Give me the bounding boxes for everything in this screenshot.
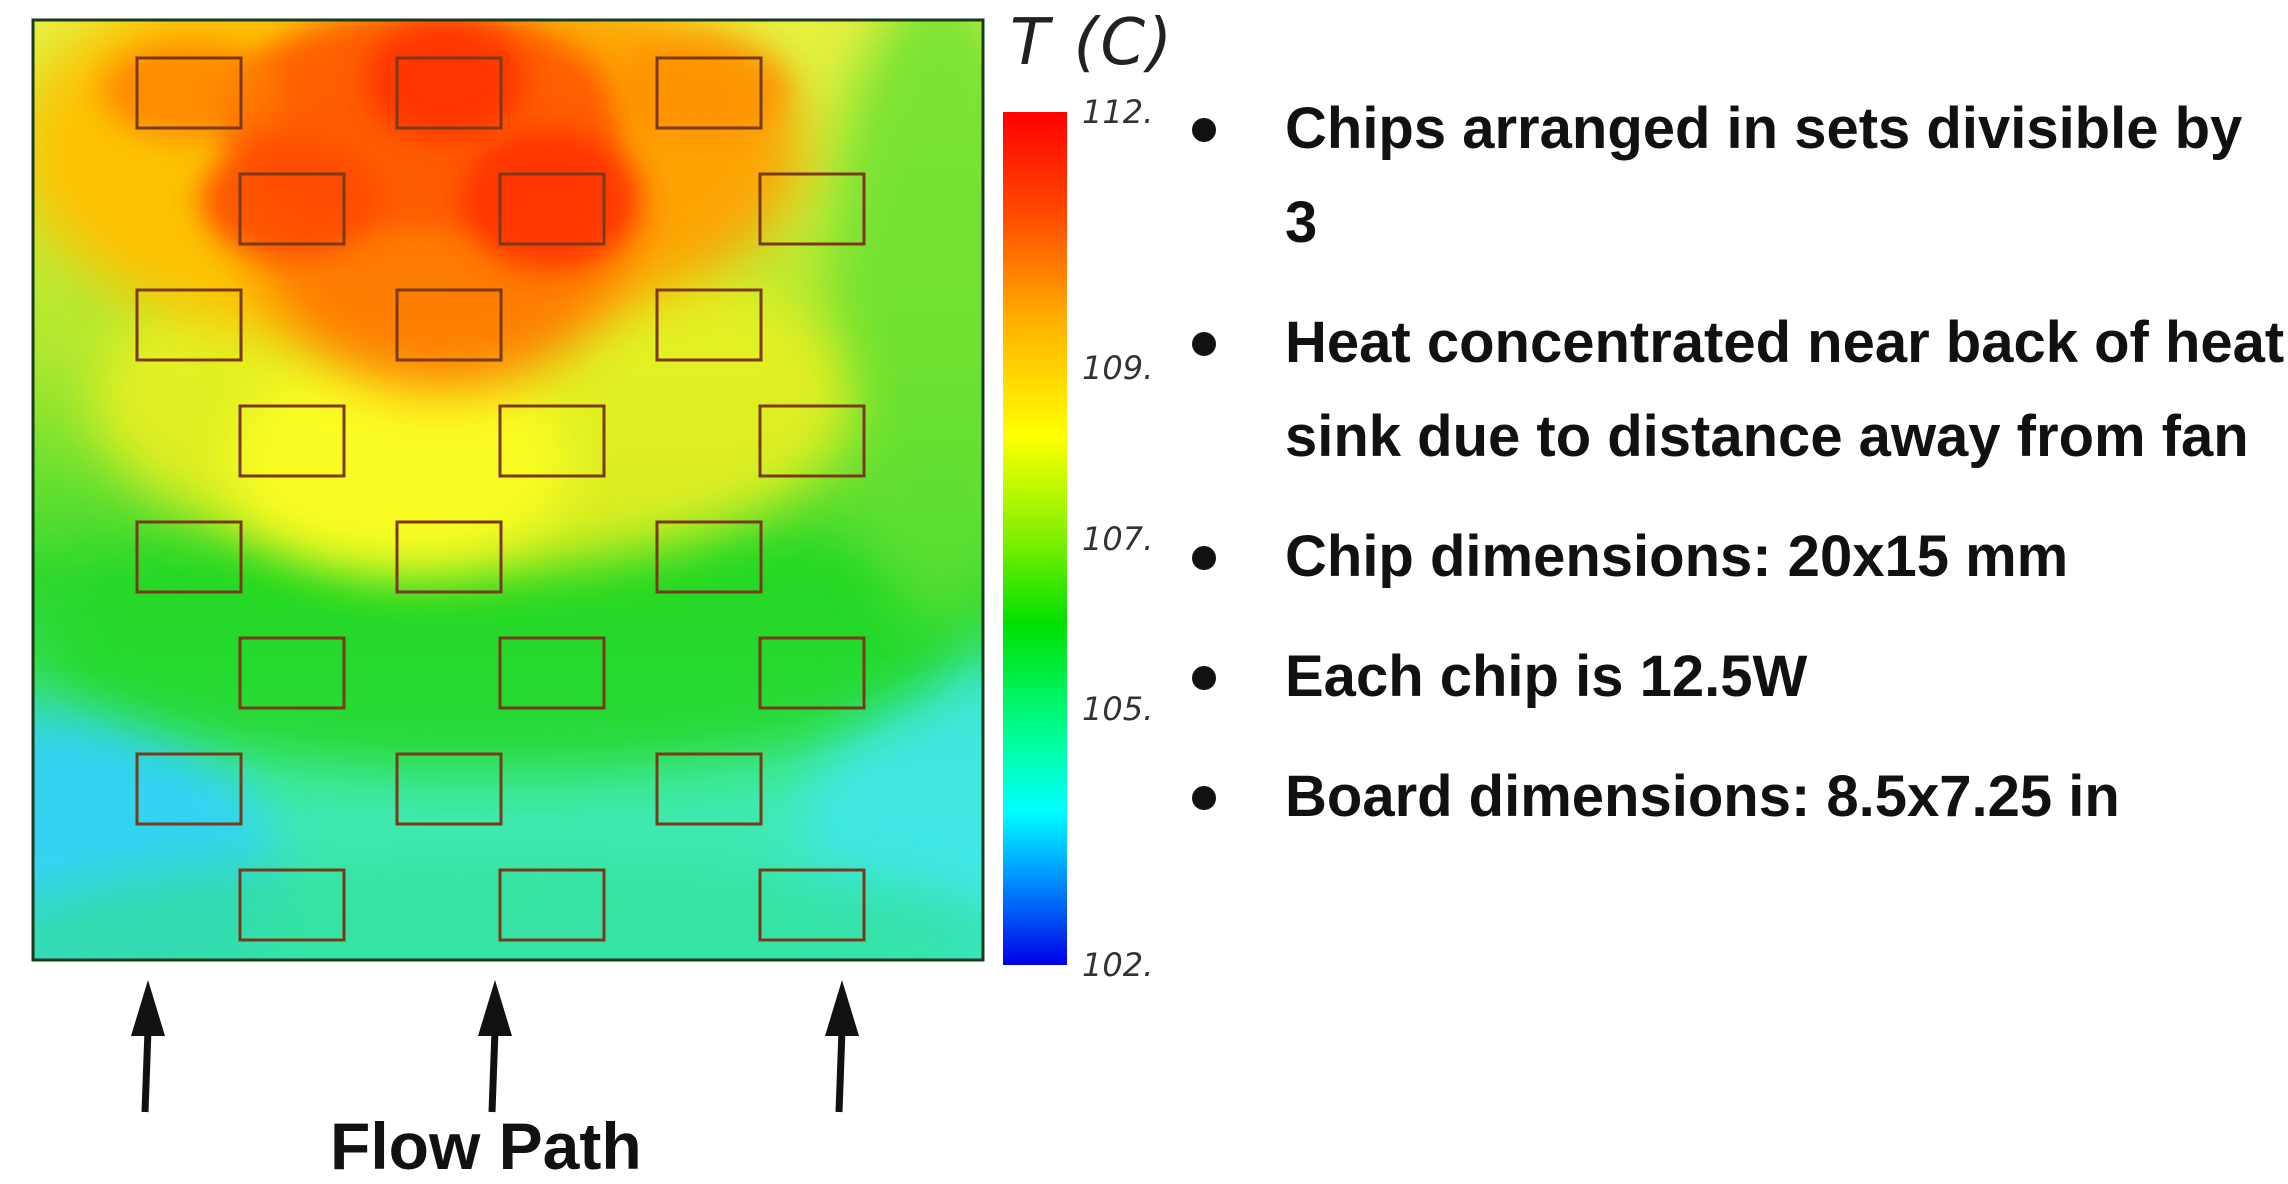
chip [758,404,866,478]
chip [498,868,606,942]
chip [758,172,866,246]
bullet-dot-icon [1192,666,1216,690]
bullet-item: Chips arranged in sets divisible by 3 [1190,82,2288,270]
chip [498,172,606,246]
chip [238,404,346,478]
colorbar [1003,112,1067,965]
chip [135,288,243,362]
colorbar-tick-label: 112. [1082,93,1154,131]
flow-path-label: Flow Path [330,1109,642,1183]
colorbar-tick-label: 105. [1082,690,1154,729]
colorbar-title: T (C) [1010,6,1175,80]
chip [395,520,503,594]
bullet-item: Board dimensions: 8.5x7.25 in [1190,750,2288,844]
chip [135,56,243,130]
chip [135,752,243,826]
bullet-text: Heat concentrated near back of heat sink… [1285,310,2285,469]
flow-arrow [825,980,859,1113]
board-outline [31,18,985,962]
chip [655,752,763,826]
chip [655,288,763,362]
chip [238,868,346,942]
chip [655,520,763,594]
chip [758,868,866,942]
bullet-dot-icon [1192,332,1216,356]
bullet-dot-icon [1192,786,1216,810]
colorbar-tick-label: 109. [1082,348,1154,387]
bullet-item: Heat concentrated near back of heat sink… [1190,296,2288,484]
temperature-field [33,20,983,960]
bullet-text: Chips arranged in sets divisible by 3 [1285,96,2243,255]
chip [498,404,606,478]
bullet-item: Each chip is 12.5W [1190,630,2288,724]
colorbar-tick-label: 102. [1082,946,1154,984]
chip [655,56,763,130]
chip [758,636,866,710]
chip [395,288,503,362]
chip [238,636,346,710]
chip-layout [135,56,866,942]
chip [238,172,346,246]
chip [135,520,243,594]
flow-arrow [478,980,512,1113]
bullet-dot-icon [1192,118,1216,142]
chip [498,636,606,710]
flow-arrow [131,980,165,1113]
chip [395,752,503,826]
flow-arrows [131,980,859,1113]
bullet-dot-icon [1192,546,1216,570]
bullet-item: Chip dimensions: 20x15 mm [1190,510,2288,604]
bullet-text: Each chip is 12.5W [1285,644,1808,709]
chip [395,56,503,130]
colorbar-tick-label: 107. [1082,519,1154,558]
bullet-text: Board dimensions: 8.5x7.25 in [1285,764,2120,829]
bullet-list: Chips arranged in sets divisible by 3 Hea… [1190,82,2288,870]
bullet-text: Chip dimensions: 20x15 mm [1285,524,2069,589]
